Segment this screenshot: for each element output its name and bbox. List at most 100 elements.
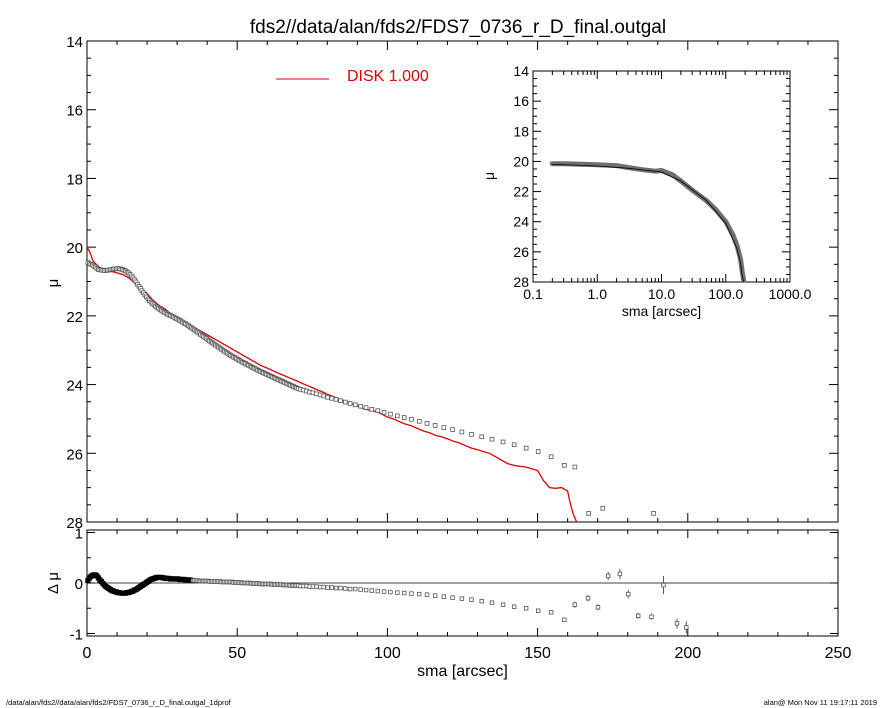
x-tick-label: 0.1	[523, 286, 543, 302]
y-tick-label: 20	[513, 153, 529, 169]
x-tick-label: 100	[374, 645, 401, 662]
x-tick-label: 1.0	[588, 286, 608, 302]
residual-point	[363, 587, 369, 593]
residual-point	[585, 595, 591, 601]
chart-title: fds2//data/alan/fds2/FDS7_0736_r_D_final…	[250, 17, 666, 38]
data-point	[381, 410, 387, 415]
residual-point	[409, 591, 414, 596]
y-axis-label: Δ μ	[45, 572, 62, 594]
residual-point	[636, 613, 641, 619]
residual-point	[358, 587, 363, 592]
residual-point	[536, 608, 541, 613]
x-tick-label: 10.0	[648, 286, 675, 302]
data-point	[347, 401, 353, 406]
residual-point	[548, 610, 554, 615]
residual-point	[605, 573, 611, 579]
data-point	[586, 511, 591, 516]
residual-point	[459, 596, 465, 601]
x-tick-label: 150	[524, 645, 551, 662]
residual-point	[388, 589, 393, 595]
y-tick-label: 28	[513, 274, 529, 290]
x-axis-label: sma [arcsec]	[622, 303, 701, 319]
data-point	[572, 464, 578, 470]
y-tick-label: 18	[66, 171, 83, 188]
data-point	[338, 398, 343, 404]
residual-point	[523, 606, 529, 611]
residual-point	[432, 593, 438, 598]
residual-point	[333, 585, 339, 591]
data-point	[329, 396, 335, 401]
residual-point	[381, 589, 387, 594]
y-tick-label: 22	[513, 184, 529, 200]
residual-point	[369, 588, 374, 593]
data-point	[500, 439, 506, 445]
data-point	[375, 408, 381, 413]
data-point	[358, 403, 363, 409]
data-point	[333, 397, 339, 402]
data-point	[388, 411, 393, 417]
y-tick-label: 24	[66, 378, 83, 395]
residual-point	[617, 571, 623, 577]
residual-point	[325, 585, 330, 590]
residual-point	[450, 595, 455, 600]
footer-right: alan@ Mon Nov 11 19:17:11 2019	[764, 698, 877, 707]
data-point	[352, 402, 358, 408]
x-tick-label: 0	[83, 645, 92, 662]
residual-point	[511, 604, 517, 609]
y-tick-label: 16	[66, 103, 83, 120]
y-tick-label: 24	[513, 214, 529, 230]
y-tick-label: 28	[66, 515, 83, 532]
residual-point	[353, 586, 358, 592]
x-tick-label: 250	[825, 645, 852, 662]
inset-frame	[532, 70, 791, 283]
data-point	[523, 445, 529, 451]
y-tick-label: 26	[66, 446, 83, 463]
data-point	[489, 436, 495, 442]
x-tick-label: 200	[674, 645, 701, 662]
legend-label: DISK 1.000	[347, 68, 429, 85]
residual-point	[674, 621, 680, 626]
data-point	[469, 432, 474, 437]
y-tick-label: 22	[66, 309, 83, 326]
data-point	[395, 413, 400, 419]
data-point	[548, 454, 554, 460]
residual-point	[572, 602, 578, 607]
data-point	[321, 393, 327, 399]
inset-data-band	[549, 161, 747, 283]
residual-point	[469, 597, 474, 602]
y-tick-label: 1	[75, 526, 83, 543]
y-axis-label: μ	[45, 279, 62, 288]
residual-point	[626, 591, 631, 597]
residual-point	[317, 584, 323, 590]
data-point	[459, 429, 465, 435]
residual-point	[347, 586, 353, 592]
x-tick-label: 1000.0	[769, 286, 812, 302]
residual-point	[338, 585, 343, 591]
residual-point	[375, 588, 380, 594]
data-point	[401, 415, 407, 420]
data-point	[535, 449, 541, 454]
main-panel: 14 16 18 20 22 24 26 28 μ DISK 1.000	[45, 34, 839, 532]
y-tick-label: 26	[513, 244, 529, 260]
y-axis-label: μ	[481, 172, 497, 180]
residual-point	[343, 586, 348, 591]
y-tick-label: 20	[66, 240, 83, 257]
data-point	[450, 427, 455, 432]
data-point	[409, 416, 414, 422]
y-tick-label: -1	[70, 626, 83, 643]
footer-left: /data/alan/fds2//data/alan/fds2/FDS7_073…	[6, 698, 232, 707]
y-tick-label: 16	[513, 93, 529, 109]
data-point	[343, 399, 348, 405]
residual-point	[661, 582, 666, 588]
residual-point	[649, 614, 654, 620]
data-point	[441, 425, 447, 430]
data-point	[416, 419, 422, 424]
residual-point	[402, 590, 407, 596]
data-point	[479, 434, 485, 440]
y-tick-label: 18	[513, 123, 529, 139]
data-point	[325, 394, 330, 400]
residual-point	[314, 584, 319, 589]
residual-point	[417, 591, 422, 597]
